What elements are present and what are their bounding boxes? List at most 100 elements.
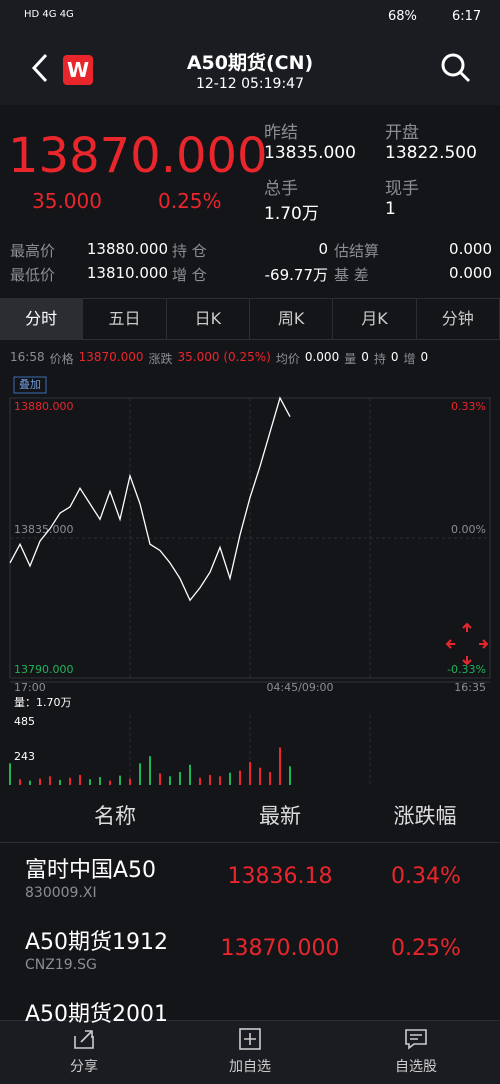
x-tick-label: 16:35 [454,681,486,694]
volume-bar [39,778,41,785]
volume-bar [229,772,231,785]
info-token: 量 [344,352,357,366]
x-tick-label: 17:00 [14,681,46,694]
detail-cell: 13880.000 [86,240,168,258]
info-token: 涨跌 [148,352,173,366]
detail-cell: 最低价 [10,266,56,284]
x-tick-label: 04:45/09:00 [266,681,333,694]
tab[interactable]: 五日 [83,299,167,339]
row-name[interactable]: 富时中国A50 [25,858,157,883]
subtitle: 12-12 05:19:47 [195,76,304,92]
y-tick-label: 13790.000 [14,663,74,676]
last-price: 13870.000 [8,128,268,184]
stat-label: 总手 [264,179,298,199]
tab-bar: 分时 五日 日K 周K 月K 分钟 [0,298,500,340]
table-header: 名称 [94,804,136,828]
info-token: 0.000 [304,350,340,364]
volume-bar [289,766,291,785]
tab[interactable]: 周K [250,299,334,339]
stat-value: 1 [385,199,396,219]
signal: HD 4G 4G [24,9,74,20]
chart: 叠加 量：1.70万 13790.000 13835.000 13880.000 -0… [9,376,491,785]
tab[interactable]: 日K [167,299,250,339]
y2-tick-label: 0.00% [451,523,486,536]
info-line: 16:58 价格 13870.000 涨跌 35.000 (0.25%) 均价 0.000 量… [10,350,428,367]
overlay-badge-box[interactable] [13,376,47,394]
y2-tick-label: -0.33% [447,663,486,676]
header-line [0,842,500,843]
battery: 68% [388,9,417,24]
volume-bar [279,747,281,785]
volume-bar [89,779,91,785]
detail-cell: 最高价 [10,242,56,260]
volume-bar [129,778,131,785]
volume-bar [19,779,21,785]
volume-bar [79,774,81,785]
expand-icon[interactable] [445,622,489,666]
volume-title: 量：1.70万 [14,696,72,709]
row-name[interactable]: A50期货1912 [25,930,169,955]
volume-bar [29,780,31,785]
info-token: 价格 [49,352,74,366]
search-button[interactable] [440,52,472,84]
info-token: 16:58 [10,350,45,364]
volume-bar [179,772,181,785]
nav-item[interactable]: 加自选 [229,1059,271,1075]
table-header: 最新 [259,804,301,828]
volume-bar [69,777,71,785]
nav-item[interactable]: 分享 [70,1059,98,1075]
tab[interactable]: 月K [333,299,417,339]
row-name[interactable]: A50期货2001 [25,1002,169,1027]
info-token: 13870.000 [78,350,144,364]
price-change: 35.000 [32,189,102,213]
top-bar [0,0,500,105]
nav-item[interactable]: 自选股 [395,1059,437,1075]
volume-bar [259,767,261,785]
volume-bar [269,772,271,785]
detail-cell: 0.000 [449,264,492,282]
clock: 6:17 [452,9,482,24]
info-token: 0 [390,350,399,364]
volume-bar [99,777,101,785]
info-token: 35.000 (0.25%) [177,350,271,364]
back-button[interactable] [30,52,52,84]
info-token: 0 [420,350,429,364]
tab[interactable]: 分钟 [417,299,500,339]
title: A50期货(CN) [186,52,314,74]
detail-cell: 基 差 [334,266,369,284]
stat-value: 1.70万 [264,204,319,224]
volume-bar [159,773,161,785]
volume-bar [139,763,141,785]
info-token: 持 [373,352,386,366]
info-token: 增 [403,352,416,366]
detail-cell: -69.77万 [264,266,328,284]
price-line [9,396,291,602]
row-code: 830009.XI [25,885,97,901]
stat-label: 现手 [385,179,419,199]
stat-label: 昨结 [264,123,298,143]
row-latest: 13870.000 [220,936,340,961]
volume-bar [199,777,201,785]
table-header: 涨跌幅 [393,804,457,828]
y-tick-label: 13880.000 [14,400,74,413]
volume-tick-label: 485 [14,715,35,728]
overlay-badge[interactable]: 叠加 [19,378,41,391]
detail-cell: 估结算 [334,242,380,260]
stat-value: 13822.500 [385,143,477,163]
detail-cell: 13810.000 [86,264,168,282]
info-token: 0 [361,350,369,364]
volume-bar [109,780,111,785]
add-icon[interactable] [238,1028,262,1050]
volume-bar [249,761,251,785]
tab[interactable]: 分时 [0,299,84,339]
volume-bar [189,764,191,785]
share-icon[interactable] [72,1028,96,1050]
row-change: 0.34% [391,864,461,889]
y-tick-label: 13835.000 [14,523,74,536]
row-change: 0.25% [391,936,461,961]
watchlist-icon[interactable] [404,1028,428,1050]
volume-bar [219,776,221,785]
volume-bar [9,763,11,785]
detail-cell: 持 仓 [172,242,207,260]
